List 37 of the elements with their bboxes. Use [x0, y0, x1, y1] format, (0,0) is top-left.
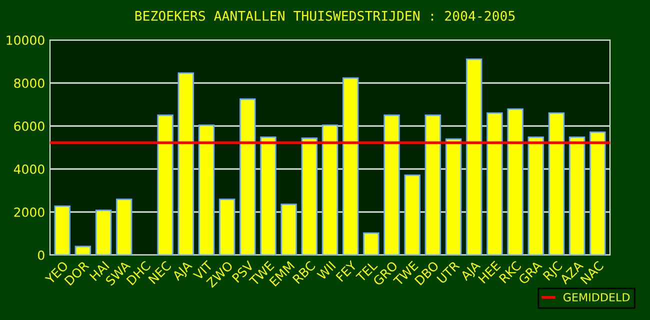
bar [363, 232, 380, 255]
bar [218, 198, 236, 255]
bar [301, 138, 318, 255]
bar [590, 132, 606, 255]
bar [260, 136, 276, 255]
bar [528, 136, 544, 255]
bar [240, 98, 256, 255]
y-tick-label: 10000 [6, 35, 44, 45]
y-tick-label: 6000 [14, 121, 44, 131]
y-tick-label: 2000 [14, 207, 44, 217]
x-tick-label: UTR [436, 260, 460, 284]
bar [568, 136, 586, 255]
bar [466, 58, 482, 255]
x-tick-label: AJA [172, 260, 194, 283]
y-tick-label: 8000 [14, 78, 44, 88]
bar [342, 77, 359, 255]
bar [95, 210, 112, 255]
bar [74, 246, 92, 255]
bar [404, 174, 420, 255]
bar [486, 112, 503, 255]
bar [384, 114, 400, 255]
bar [507, 108, 524, 255]
legend-label: GEMIDDELD [564, 293, 630, 302]
chart-title: BEZOEKERS AANTALLEN THUISWEDSTRIJDEN : 2004-2005 [135, 10, 515, 21]
x-tick-label: WII [316, 261, 336, 280]
bar [424, 114, 442, 255]
bar [322, 124, 338, 255]
bar [157, 114, 174, 255]
bar [198, 124, 215, 255]
y-tick-label: 0 [38, 250, 44, 260]
bar [280, 204, 297, 255]
bar [116, 198, 132, 255]
bar [548, 112, 565, 255]
bar [178, 72, 194, 255]
bar [445, 138, 462, 255]
bar [54, 206, 70, 255]
y-tick-label: 4000 [14, 164, 44, 174]
